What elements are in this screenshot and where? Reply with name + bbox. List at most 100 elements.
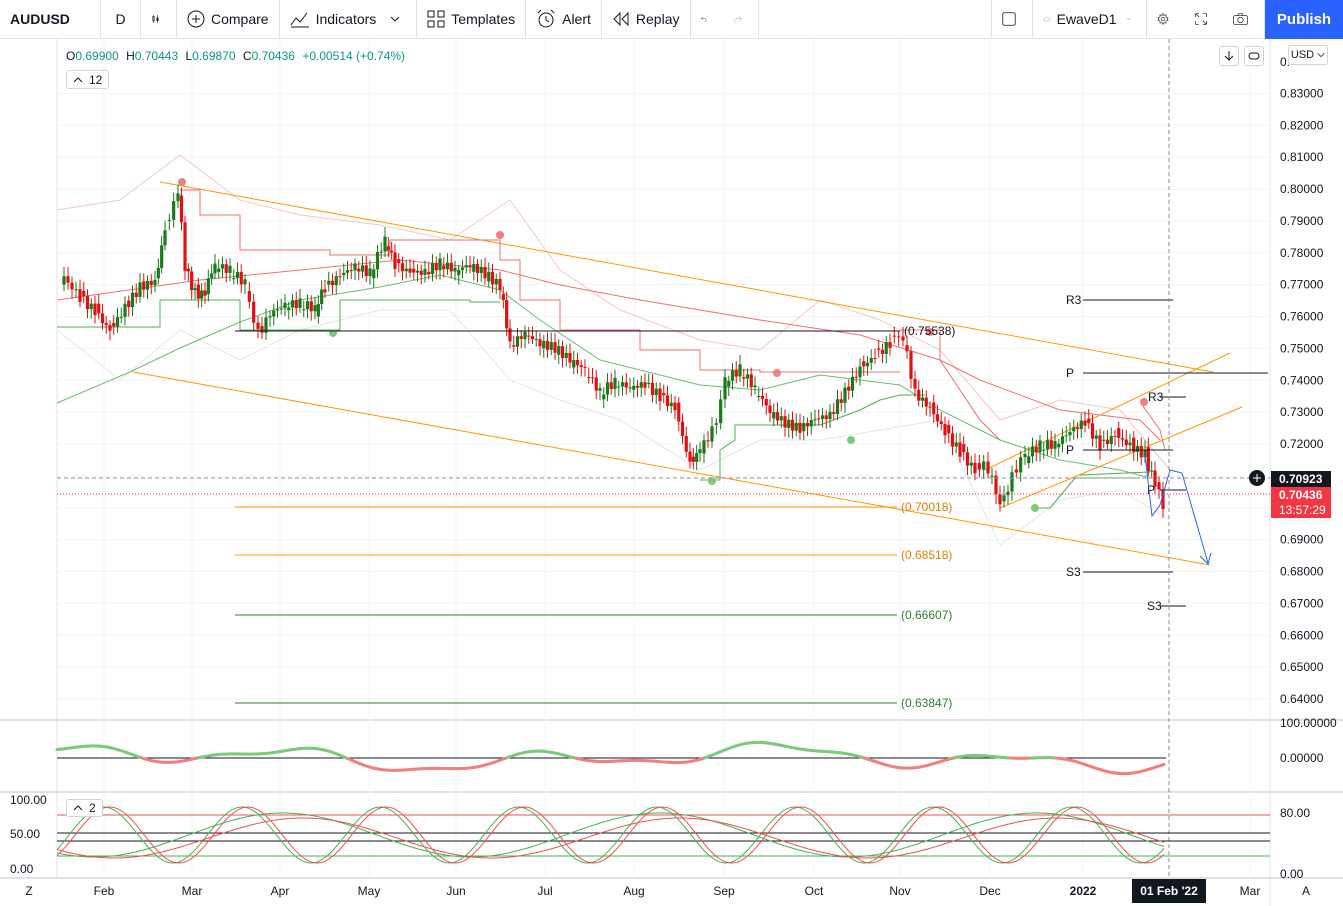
candle-body [130, 292, 135, 308]
osc-axis-label: 0.00000 [1280, 751, 1324, 765]
candle-body [1023, 454, 1027, 458]
candle-body [479, 266, 483, 273]
currency-select[interactable]: USD [1288, 45, 1328, 65]
change-value: +0.00514 (+0.74%) [302, 49, 406, 63]
price-chart[interactable]: 0.83000 0.82000 0.81000 0.80000 0.79000 0.780… [0, 39, 1343, 906]
candle-body [917, 389, 921, 401]
candle-body [892, 335, 896, 337]
candle-body [167, 219, 171, 221]
candle-body [828, 411, 832, 420]
maximize-button[interactable] [1185, 0, 1223, 39]
candle-body [901, 336, 905, 341]
candle-body [798, 422, 802, 433]
candle-body [1124, 439, 1128, 446]
lower-indicator-count: 2 [89, 801, 96, 815]
candle-body [78, 289, 82, 302]
candle-body [617, 386, 621, 388]
compare-button[interactable]: Compare [177, 0, 280, 39]
candle-body [176, 193, 180, 202]
candles [62, 184, 1165, 518]
candle-body [283, 302, 287, 309]
stoch-k [56, 806, 1165, 864]
candle-body [805, 423, 810, 427]
undo-button[interactable] [691, 0, 723, 39]
price-axis-label: 0.80000 [1280, 182, 1324, 196]
alert-button[interactable]: Alert [526, 0, 602, 39]
candle-body [772, 412, 776, 419]
fib-level-label: (0.75538) [904, 324, 955, 338]
settings-button[interactable] [1147, 0, 1185, 39]
stop-line-green [57, 299, 500, 331]
stop-line-green [700, 394, 925, 481]
candle-body [1053, 440, 1057, 449]
stop-dot-red [773, 369, 781, 377]
time-axis-label: 2022 [1070, 884, 1097, 898]
candle-body [924, 397, 928, 407]
symbol-search[interactable]: AUDUSD [0, 0, 101, 39]
candle-body [564, 352, 568, 358]
candle-body [375, 251, 380, 270]
candle-body [123, 303, 127, 317]
candle-body [256, 322, 260, 329]
candle-body [1030, 446, 1035, 457]
candle-body [364, 265, 368, 277]
candle-body [1094, 435, 1098, 439]
candle-body [947, 424, 951, 434]
price-axis-label: 0.81000 [1280, 150, 1324, 164]
screenshot-button[interactable] [1223, 0, 1265, 39]
time-axis-label: Mar [182, 884, 203, 898]
projection-arrowhead [1199, 552, 1212, 565]
osc2-left-label: 50.00 [10, 827, 40, 841]
fullscreen-toggle[interactable] [991, 0, 1033, 39]
candle-body [1098, 435, 1102, 451]
candle-body [260, 326, 264, 333]
candle-body [457, 269, 461, 276]
candle-body [196, 284, 200, 299]
candle-body [323, 289, 327, 293]
redo-button[interactable] [723, 0, 759, 39]
price-axis-label: 0.72000 [1280, 437, 1324, 451]
candle-body [313, 305, 317, 312]
replay-button[interactable]: Replay [602, 0, 691, 39]
candle-body [939, 421, 943, 425]
candle-body [1135, 445, 1140, 452]
cloud-icon [1043, 16, 1051, 22]
candle-body [1075, 427, 1080, 430]
candle-body [813, 419, 817, 421]
pivot-label: R3 [1148, 390, 1164, 404]
candle-body [412, 268, 416, 273]
stop-dot-red [926, 328, 934, 336]
publish-button[interactable]: Publish [1265, 0, 1343, 39]
fib-level-label: (0.68518) [901, 548, 952, 562]
price-axis-label: 0. [1280, 55, 1290, 69]
interval-button[interactable]: D [101, 0, 141, 39]
candle-body [460, 267, 465, 270]
candle-body [360, 265, 365, 272]
candle-body [905, 345, 909, 352]
stop-line-red [180, 189, 900, 373]
candle-body [990, 475, 994, 477]
candle-body [579, 365, 583, 367]
pivot-label: P [1066, 366, 1074, 380]
candle-body [232, 278, 236, 280]
templates-button[interactable]: Templates [417, 0, 527, 39]
candle-body [330, 280, 335, 286]
fib-level-label: (0.63847) [901, 696, 952, 710]
candle-body [568, 352, 572, 363]
scroll-down-button[interactable] [1219, 46, 1239, 66]
pivot-label: P [1066, 443, 1074, 457]
candle-body [932, 402, 936, 415]
layout-button[interactable]: EwaveD1 [1033, 0, 1147, 39]
chart-type-button[interactable] [141, 0, 177, 39]
candle-body [973, 462, 977, 474]
candle-body [66, 276, 70, 283]
reset-scale-button[interactable] [1244, 46, 1264, 66]
candle-body [213, 263, 217, 274]
indicators-button[interactable]: Indicators [280, 0, 418, 39]
lower-indicators-collapse-button[interactable]: 2 [66, 799, 103, 817]
layout-name: EwaveD1 [1056, 11, 1117, 27]
candle-body [383, 236, 387, 252]
indicators-collapse-button[interactable]: 12 [66, 70, 110, 89]
candle-body [508, 328, 512, 342]
candle-body [490, 271, 495, 285]
